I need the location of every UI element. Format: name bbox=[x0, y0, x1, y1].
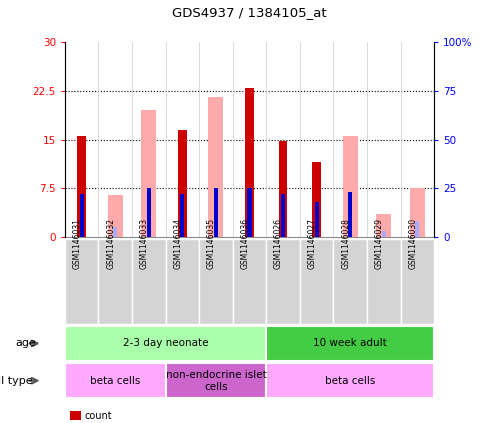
Text: GSM1146029: GSM1146029 bbox=[375, 218, 384, 269]
Bar bbox=[266, 363, 434, 398]
Bar bbox=[279, 141, 287, 237]
Text: GSM1146031: GSM1146031 bbox=[73, 218, 82, 269]
Text: GSM1146035: GSM1146035 bbox=[207, 218, 216, 269]
Text: non-endocrine islet
cells: non-endocrine islet cells bbox=[166, 370, 266, 392]
Bar bbox=[166, 239, 199, 324]
Bar bbox=[248, 188, 251, 237]
Bar bbox=[147, 188, 151, 237]
Bar bbox=[333, 239, 367, 324]
Bar bbox=[266, 326, 434, 361]
Text: GSM1146027: GSM1146027 bbox=[308, 218, 317, 269]
Bar bbox=[65, 326, 266, 361]
Bar bbox=[367, 239, 401, 324]
Bar bbox=[281, 194, 285, 237]
Bar bbox=[382, 231, 386, 237]
Bar bbox=[65, 239, 98, 324]
Bar bbox=[77, 136, 86, 237]
Bar bbox=[132, 239, 166, 324]
Bar bbox=[199, 239, 233, 324]
Text: GSM1146033: GSM1146033 bbox=[140, 218, 149, 269]
Text: GSM1146032: GSM1146032 bbox=[106, 218, 115, 269]
Bar bbox=[410, 188, 425, 237]
Bar bbox=[141, 110, 156, 237]
Bar bbox=[166, 363, 266, 398]
Text: GSM1146030: GSM1146030 bbox=[408, 218, 417, 269]
Bar bbox=[266, 239, 300, 324]
Text: GSM1146036: GSM1146036 bbox=[241, 218, 250, 269]
Text: beta cells: beta cells bbox=[90, 376, 140, 386]
Bar bbox=[315, 202, 319, 237]
Bar bbox=[348, 192, 352, 237]
Bar bbox=[209, 97, 224, 237]
Text: 2-3 day neonate: 2-3 day neonate bbox=[123, 338, 208, 349]
Text: 10 week adult: 10 week adult bbox=[313, 338, 387, 349]
Bar bbox=[178, 130, 187, 237]
Bar bbox=[246, 88, 253, 237]
Bar bbox=[300, 239, 333, 324]
Text: GSM1146028: GSM1146028 bbox=[341, 218, 350, 269]
Text: GSM1146034: GSM1146034 bbox=[173, 218, 182, 269]
Text: age: age bbox=[15, 338, 36, 349]
Text: GSM1146026: GSM1146026 bbox=[274, 218, 283, 269]
Bar bbox=[80, 194, 84, 237]
Text: cell type: cell type bbox=[0, 376, 32, 386]
Text: count: count bbox=[85, 411, 112, 421]
Text: beta cells: beta cells bbox=[325, 376, 375, 386]
Bar bbox=[343, 136, 358, 237]
Bar bbox=[113, 227, 117, 237]
Bar bbox=[180, 194, 184, 237]
Bar bbox=[233, 239, 266, 324]
Bar bbox=[214, 188, 218, 237]
Bar bbox=[376, 214, 391, 237]
Bar bbox=[65, 363, 166, 398]
Bar bbox=[312, 162, 321, 237]
Text: GDS4937 / 1384105_at: GDS4937 / 1384105_at bbox=[172, 6, 327, 19]
Bar bbox=[401, 239, 434, 324]
Bar bbox=[108, 195, 123, 237]
Bar bbox=[98, 239, 132, 324]
Bar bbox=[415, 221, 419, 237]
